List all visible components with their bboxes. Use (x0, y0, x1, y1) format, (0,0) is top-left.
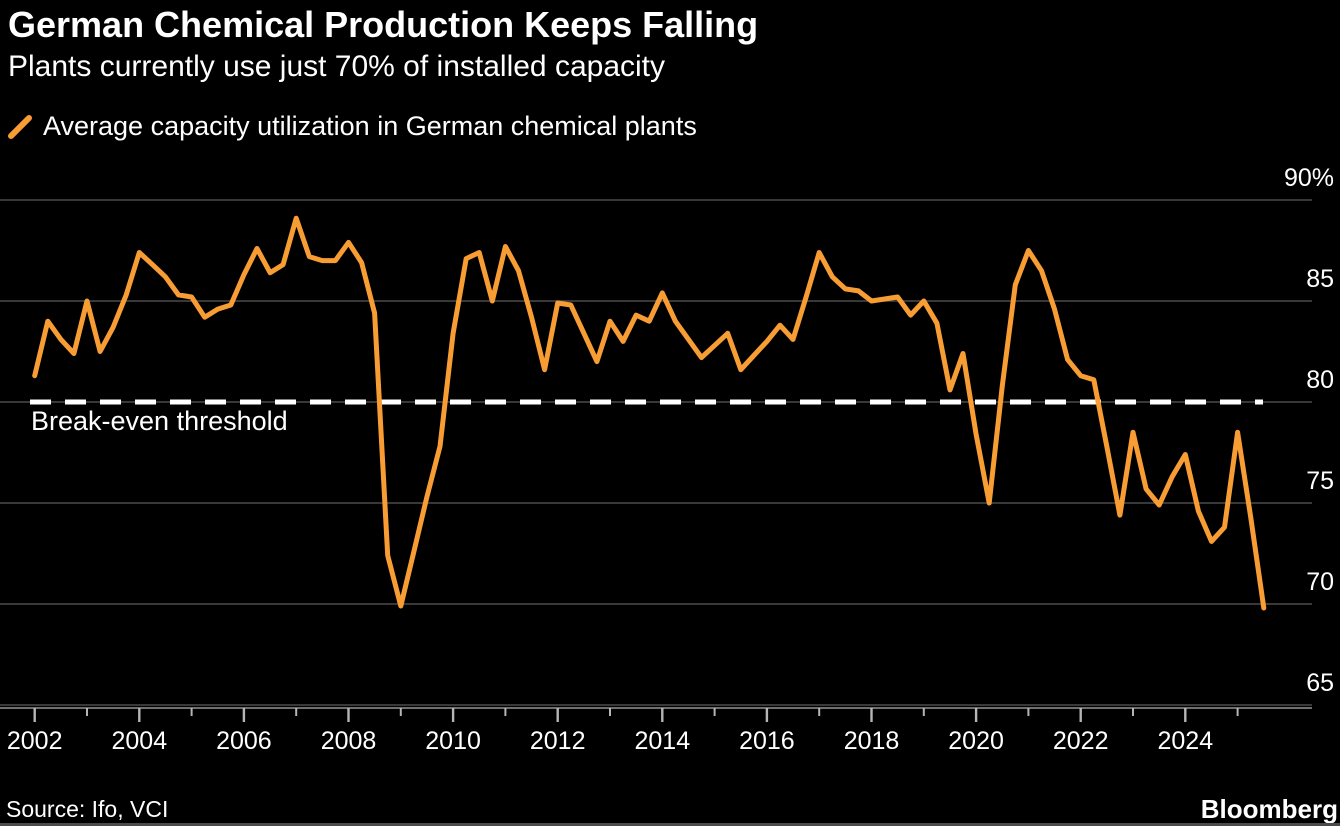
legend-label: Average capacity utilization in German c… (43, 111, 697, 141)
bloomberg-logo: Bloomberg (1200, 794, 1338, 824)
y-axis-label: 80 (1306, 366, 1334, 394)
chart-subtitle: Plants currently use just 70% of install… (8, 50, 665, 83)
x-axis-label: 2012 (530, 727, 586, 755)
x-axis-label: 2008 (321, 727, 377, 755)
bottom-edge-divider (0, 823, 1340, 826)
x-axis-label: 2018 (844, 727, 900, 755)
x-axis-label: 2024 (1157, 727, 1213, 755)
x-axis-label: 2020 (948, 727, 1004, 755)
x-axis-label: 2014 (634, 727, 690, 755)
source-label: Source: Ifo, VCI (6, 796, 169, 822)
x-axis-label: 2022 (1053, 727, 1109, 755)
legend-line-icon (8, 114, 32, 139)
y-axis-label: 90% (1284, 164, 1334, 192)
x-axis-label: 2006 (216, 727, 272, 755)
x-axis-label: 2004 (111, 727, 167, 755)
capacity-utilization-line (32, 215, 1267, 611)
y-axis-label: 65 (1306, 669, 1334, 697)
break-even-threshold-label: Break-even threshold (31, 406, 288, 436)
y-axis-label: 75 (1306, 467, 1334, 495)
legend: Average capacity utilization in German c… (8, 111, 697, 142)
x-axis-label: 2016 (739, 727, 795, 755)
y-axis-label: 85 (1306, 265, 1334, 293)
chart-title: German Chemical Production Keeps Falling (8, 4, 759, 45)
x-axis-label: 2002 (7, 727, 63, 755)
x-axis-label: 2010 (425, 727, 481, 755)
y-axis-label: 70 (1306, 568, 1334, 596)
